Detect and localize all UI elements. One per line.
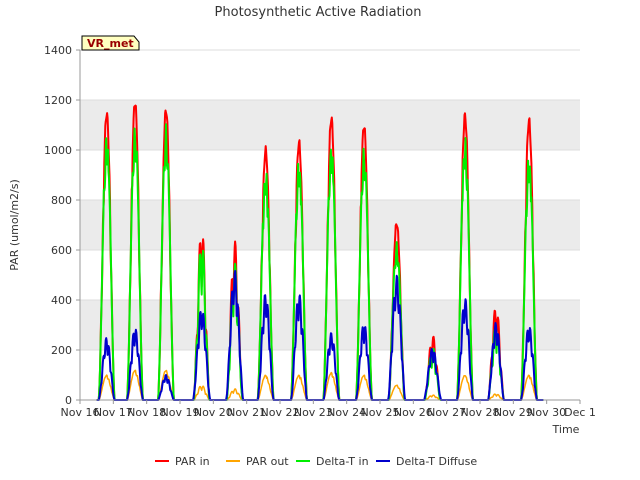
y-axis-label: PAR (umol/m2/s) (8, 179, 21, 271)
axes (79, 50, 580, 401)
x-tick-label: Nov 18 (127, 406, 166, 419)
legend: PAR in PAR out Delta-T in Delta-T Diffuse (155, 455, 477, 468)
x-tick-label: Nov 29 (494, 406, 533, 419)
y-tick-label: 600 (51, 244, 72, 257)
plot-band (80, 200, 580, 250)
legend-label: Delta-T in (316, 455, 369, 468)
x-tick-label: Nov 28 (461, 406, 500, 419)
x-tick-label: Nov 20 (194, 406, 233, 419)
y-axis-ticks: 0 200 400 600 800 1000 1200 1400 (44, 44, 80, 407)
station-tag: VR_met (81, 35, 140, 51)
x-tick-label: Dec 1 (564, 406, 596, 419)
y-tick-label: 1400 (44, 44, 72, 57)
legend-label: Delta-T Diffuse (396, 455, 477, 468)
x-tick-label: Nov 26 (394, 406, 433, 419)
x-tick-label: Nov 27 (427, 406, 466, 419)
x-axis-label: Time (552, 423, 580, 436)
y-tick-label: 0 (65, 394, 72, 407)
chart-title: Photosynthetic Active Radiation (215, 5, 422, 20)
x-tick-label: Nov 21 (227, 406, 266, 419)
legend-item: PAR in (155, 455, 210, 468)
x-tick-label: Nov 22 (261, 406, 300, 419)
x-tick-label: Nov 24 (327, 406, 366, 419)
legend-label: PAR out (246, 455, 289, 468)
station-tag-label: VR_met (87, 37, 134, 50)
x-tick-label: Nov 30 (527, 406, 566, 419)
y-tick-label: 400 (51, 294, 72, 307)
y-tick-label: 800 (51, 194, 72, 207)
x-tick-label: Nov 17 (94, 406, 133, 419)
legend-item: Delta-T Diffuse (376, 455, 477, 468)
legend-item: Delta-T in (296, 455, 369, 468)
y-tick-label: 1000 (44, 144, 72, 157)
x-tick-label: Nov 16 (61, 406, 100, 419)
station-tag-box (81, 35, 140, 51)
y-tick-label: 200 (51, 344, 72, 357)
legend-item: PAR out (226, 455, 289, 468)
x-tick-label: Nov 25 (361, 406, 400, 419)
x-tick-label: Nov 19 (161, 406, 200, 419)
x-tick-label: Nov 23 (294, 406, 333, 419)
legend-label: PAR in (175, 455, 210, 468)
y-tick-label: 1200 (44, 94, 72, 107)
